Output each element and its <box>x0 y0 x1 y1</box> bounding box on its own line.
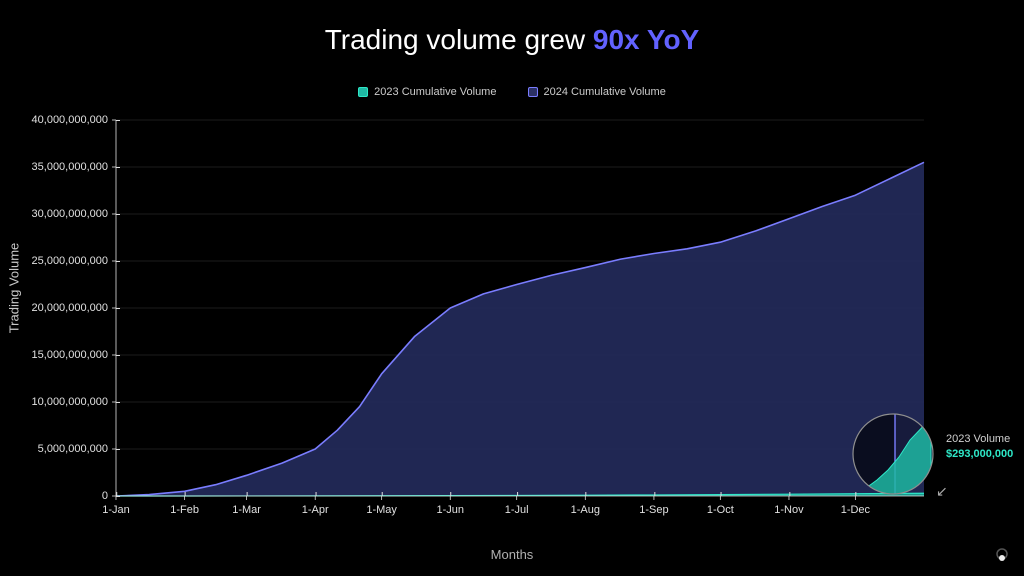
corner-ornament-icon <box>994 546 1010 562</box>
x-tick-label: 1-Jan <box>102 496 130 516</box>
x-tick-label: 1-Aug <box>571 496 600 516</box>
x-tick-label: 1-Oct <box>707 496 734 516</box>
x-tick-label: 1-Feb <box>170 496 199 516</box>
x-tick-label: 1-May <box>366 496 397 516</box>
y-tick-label: 40,000,000,000 <box>32 114 116 126</box>
y-tick-label: 35,000,000,000 <box>32 161 116 173</box>
x-axis-title: Months <box>0 547 1024 562</box>
y-tick-label: 20,000,000,000 <box>32 302 116 314</box>
y-tick-label: 10,000,000,000 <box>32 396 116 408</box>
x-tick-label: 1-Jul <box>505 496 529 516</box>
chart-title: Trading volume grew 90x YoY <box>0 24 1024 56</box>
legend-swatch-2023 <box>358 87 368 97</box>
callout-line2: $293,000,000 <box>946 447 1013 462</box>
callout-pointer-icon: ↙ <box>936 483 948 500</box>
y-tick-label: 5,000,000,000 <box>38 443 116 455</box>
legend-item-2023: 2023 Cumulative Volume <box>358 86 496 98</box>
x-tick-label: 1-Dec <box>841 496 870 516</box>
title-accent: 90x YoY <box>593 24 699 55</box>
x-tick-label: 1-Jun <box>437 496 465 516</box>
callout-line1: 2023 Volume <box>946 432 1013 447</box>
chart-stage: { "title": { "prefix": "Trading volume g… <box>0 0 1024 576</box>
y-tick-label: 30,000,000,000 <box>32 208 116 220</box>
legend-label-2023: 2023 Cumulative Volume <box>374 86 496 98</box>
legend-swatch-2024 <box>528 87 538 97</box>
x-tick-label: 1-Apr <box>302 496 329 516</box>
y-axis-title: Trading Volume <box>7 243 22 334</box>
callout-label: 2023 Volume $293,000,000 <box>946 432 1013 463</box>
legend: 2023 Cumulative Volume 2024 Cumulative V… <box>0 86 1024 100</box>
title-prefix: Trading volume grew <box>325 24 593 55</box>
legend-label-2024: 2024 Cumulative Volume <box>544 86 666 98</box>
y-tick-label: 25,000,000,000 <box>32 255 116 267</box>
plot-area: 05,000,000,00010,000,000,00015,000,000,0… <box>116 120 924 496</box>
y-tick-label: 15,000,000,000 <box>32 349 116 361</box>
x-tick-label: 1-Nov <box>774 496 803 516</box>
plot-svg <box>116 120 924 496</box>
x-tick-label: 1-Mar <box>232 496 261 516</box>
x-tick-label: 1-Sep <box>639 496 668 516</box>
legend-item-2024: 2024 Cumulative Volume <box>528 86 666 98</box>
